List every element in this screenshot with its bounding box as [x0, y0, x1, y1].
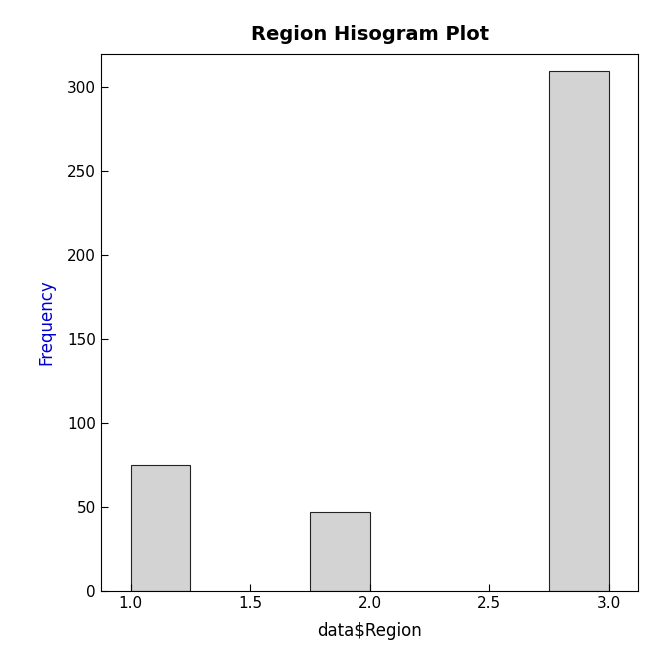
- Bar: [549, 71, 609, 591]
- Bar: [310, 512, 370, 591]
- Title: Region Hisogram Plot: Region Hisogram Plot: [251, 25, 489, 44]
- Y-axis label: Frequency: Frequency: [38, 280, 56, 366]
- X-axis label: data$Region: data$Region: [317, 622, 422, 640]
- Bar: [130, 465, 190, 591]
